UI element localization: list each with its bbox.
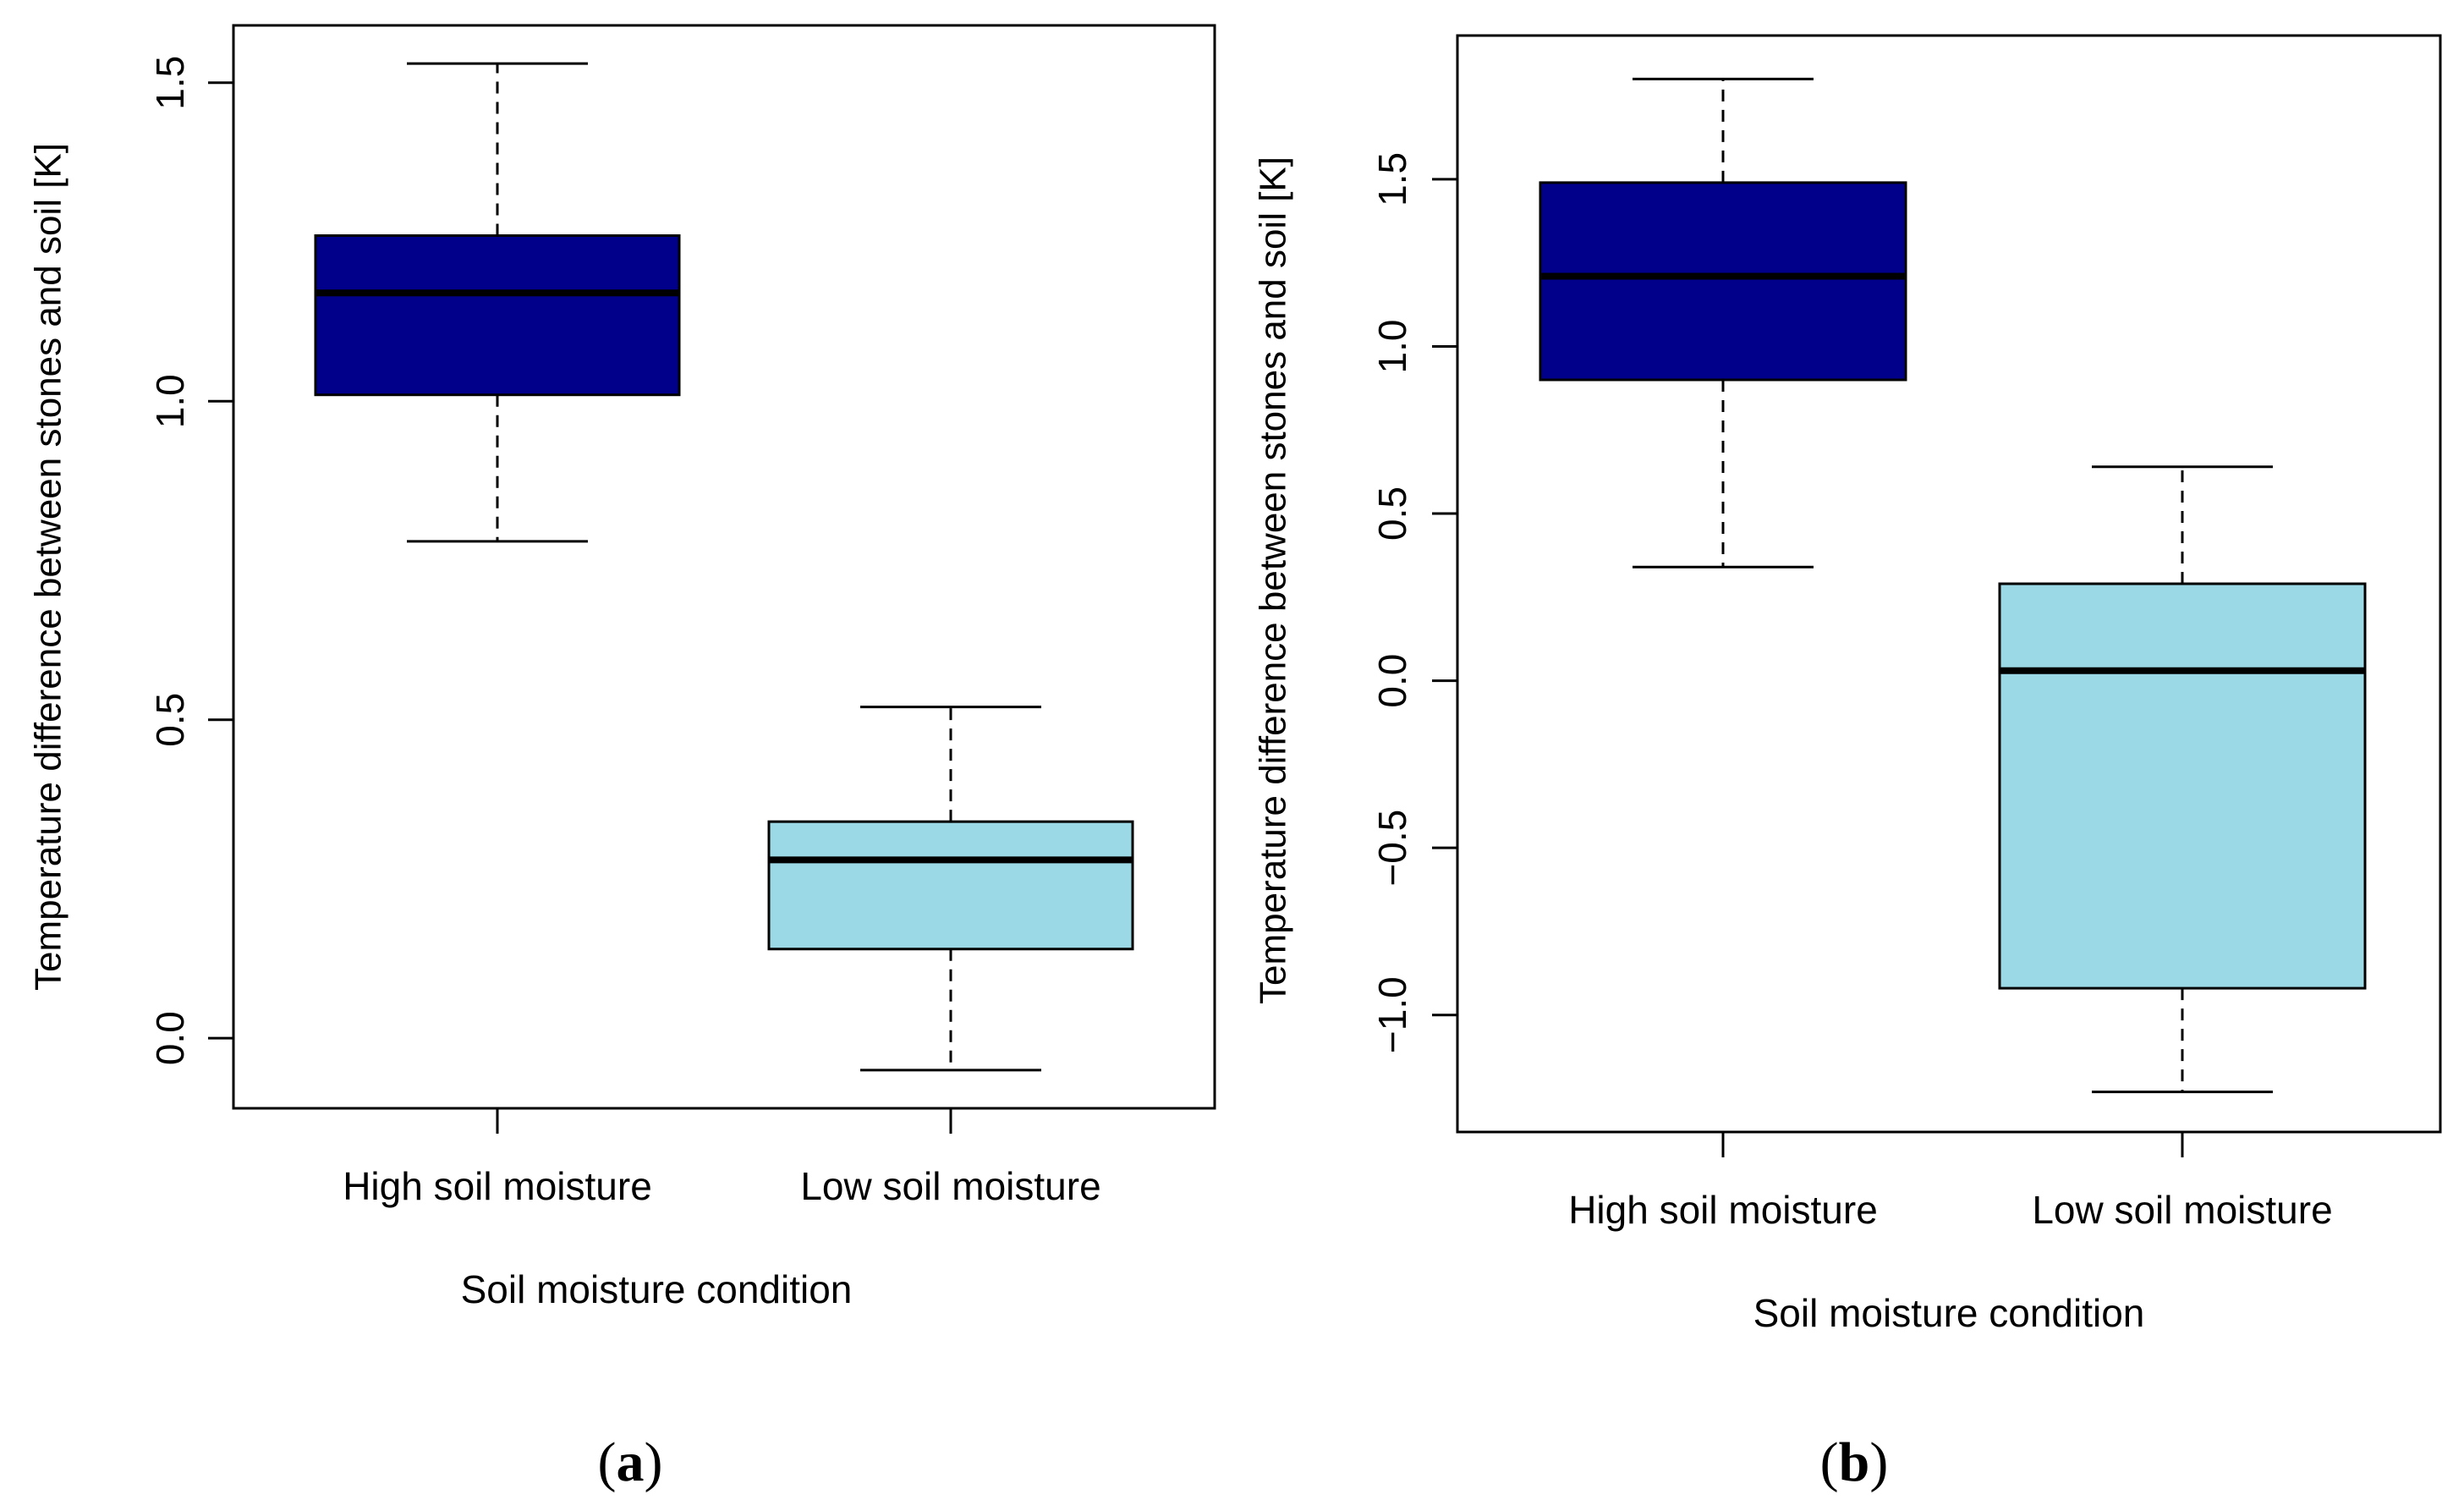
x-axis-label: Soil moisture condition [1753, 1291, 2145, 1335]
box-low-soil-moisture [1998, 465, 2367, 1094]
y-axis-label: Temperature difference between stones an… [1253, 157, 1294, 1004]
box-high-soil-moisture [1539, 77, 1907, 569]
chart-panel-b: −1.0 −0.5 0.0 0.5 1.0 1.5 Temperature differen… [1253, 34, 2442, 1493]
plot-frame [1456, 34, 2442, 1134]
y-tick-label: 1.5 [1370, 152, 1414, 206]
y-tick-label: −1.0 [1370, 976, 1414, 1053]
panel-label: (b) [1820, 1431, 1889, 1493]
panel-label: (a) [598, 1431, 663, 1493]
x-axis-label: Soil moisture condition [461, 1267, 853, 1311]
panel-label-letter: a [617, 1431, 645, 1493]
y-tick-label: 1.0 [148, 374, 192, 428]
panel-label-open: ( [1820, 1431, 1839, 1493]
box-iqr [314, 234, 681, 397]
box-high-soil-moisture [314, 62, 681, 543]
box-iqr [1998, 582, 2367, 990]
panel-label-close: ) [645, 1431, 663, 1493]
y-tick-label: 1.0 [1370, 319, 1414, 373]
panel-label-letter: b [1839, 1431, 1870, 1493]
x-tick-label: Low soil moisture [800, 1164, 1100, 1208]
y-tick-label: 1.5 [148, 56, 192, 110]
box-iqr [767, 820, 1134, 951]
y-tick-label: 0.0 [1370, 654, 1414, 708]
box-iqr [1539, 181, 1907, 382]
y-axis-label: Temperature difference between stones an… [28, 143, 69, 991]
y-tick-label: 0.5 [148, 693, 192, 747]
y-tick-label: 0.0 [148, 1011, 192, 1065]
panel-label-close: ) [1869, 1431, 1888, 1493]
box-low-soil-moisture [767, 706, 1134, 1072]
x-tick-label: Low soil moisture [2032, 1188, 2332, 1232]
chart-panel-a: 0.0 0.5 1.0 1.5 Temperature difference betwe… [28, 24, 1216, 1493]
plot-frame [232, 24, 1216, 1110]
panel-label-open: ( [598, 1431, 617, 1493]
x-tick-label: High soil moisture [343, 1164, 652, 1208]
y-tick-label: 0.5 [1370, 486, 1414, 541]
y-tick-label: −0.5 [1370, 810, 1414, 887]
x-tick-label: High soil moisture [1568, 1188, 1878, 1232]
